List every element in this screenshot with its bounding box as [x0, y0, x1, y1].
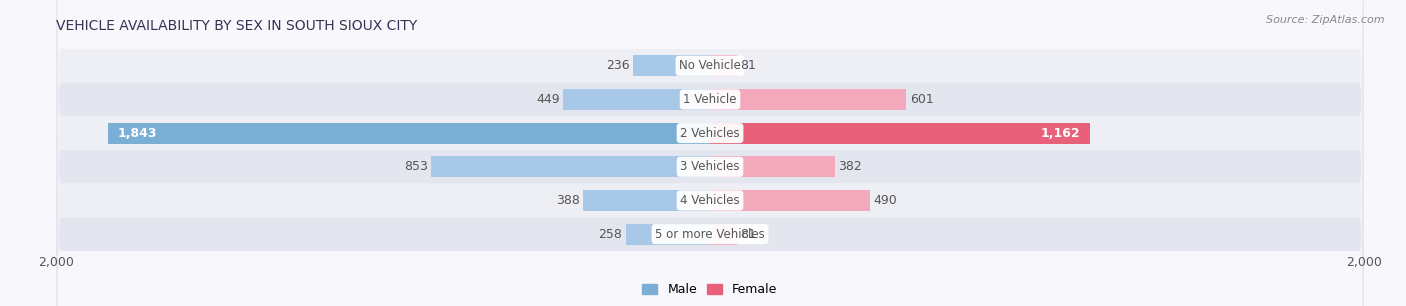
- Bar: [432, 156, 710, 177]
- FancyBboxPatch shape: [56, 0, 1364, 306]
- FancyBboxPatch shape: [56, 0, 1364, 306]
- Bar: [710, 190, 870, 211]
- Text: 4 Vehicles: 4 Vehicles: [681, 194, 740, 207]
- Text: 81: 81: [740, 59, 755, 72]
- Text: 382: 382: [838, 160, 862, 173]
- Text: 1,843: 1,843: [117, 127, 157, 140]
- Text: 449: 449: [536, 93, 560, 106]
- Text: Source: ZipAtlas.com: Source: ZipAtlas.com: [1267, 15, 1385, 25]
- Text: 388: 388: [555, 194, 579, 207]
- FancyBboxPatch shape: [56, 0, 1364, 306]
- Text: No Vehicle: No Vehicle: [679, 59, 741, 72]
- Text: 601: 601: [910, 93, 934, 106]
- Text: 258: 258: [599, 228, 623, 241]
- FancyBboxPatch shape: [56, 0, 1364, 306]
- Text: 2 Vehicles: 2 Vehicles: [681, 127, 740, 140]
- Text: 1,162: 1,162: [1040, 127, 1080, 140]
- Bar: [710, 55, 737, 76]
- Bar: [633, 55, 710, 76]
- FancyBboxPatch shape: [56, 0, 1364, 306]
- Text: 236: 236: [606, 59, 630, 72]
- Text: 3 Vehicles: 3 Vehicles: [681, 160, 740, 173]
- Text: 853: 853: [404, 160, 427, 173]
- Text: 81: 81: [740, 228, 755, 241]
- Bar: [710, 224, 737, 244]
- FancyBboxPatch shape: [56, 0, 1364, 306]
- Bar: [626, 224, 710, 244]
- Bar: [710, 156, 835, 177]
- Bar: [710, 123, 1090, 144]
- Text: 490: 490: [873, 194, 897, 207]
- Bar: [710, 89, 907, 110]
- Text: VEHICLE AVAILABILITY BY SEX IN SOUTH SIOUX CITY: VEHICLE AVAILABILITY BY SEX IN SOUTH SIO…: [56, 19, 418, 33]
- Bar: [564, 89, 710, 110]
- Bar: [583, 190, 710, 211]
- Text: 1 Vehicle: 1 Vehicle: [683, 93, 737, 106]
- Text: 5 or more Vehicles: 5 or more Vehicles: [655, 228, 765, 241]
- Bar: [108, 123, 710, 144]
- Legend: Male, Female: Male, Female: [637, 278, 783, 301]
